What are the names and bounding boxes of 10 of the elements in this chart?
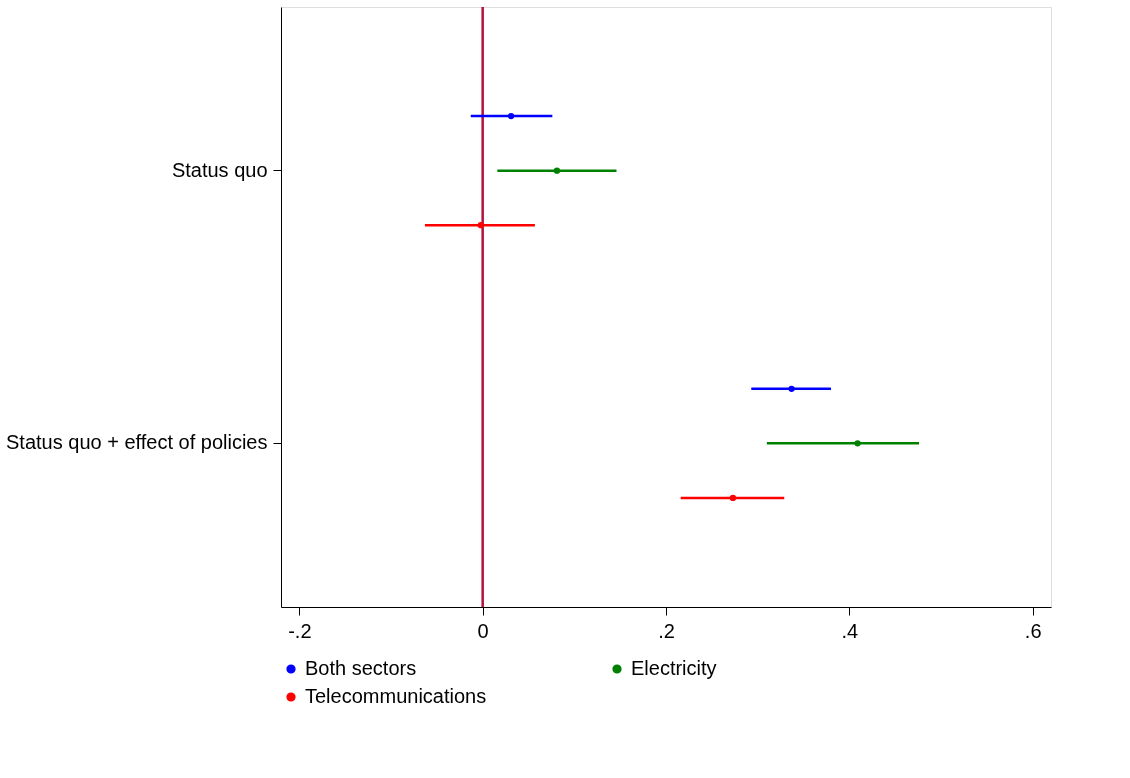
legend-label: Both sectors <box>305 657 417 679</box>
x-tick-label: .2 <box>658 619 675 642</box>
legend-label: Telecommunications <box>305 685 487 707</box>
x-tick-label: 0 <box>477 619 489 642</box>
x-tick-label: .6 <box>1024 619 1042 642</box>
legend-label: Electricity <box>631 657 717 679</box>
x-tick-label: -.2 <box>288 619 312 642</box>
x-tick-label: .4 <box>841 619 859 642</box>
y-tick-label: Status quo + effect of policies <box>6 431 268 454</box>
y-tick-label: Status quo <box>171 158 268 181</box>
